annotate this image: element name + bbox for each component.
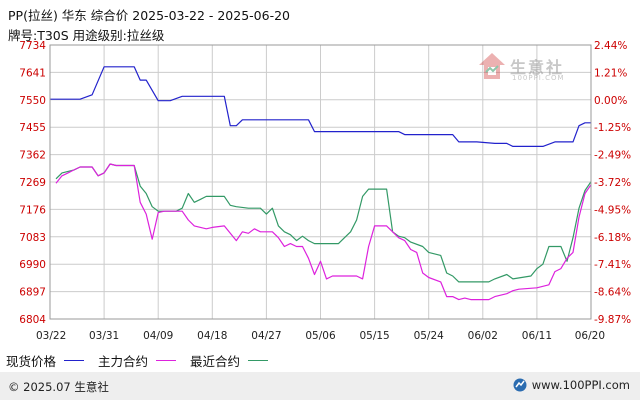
series-line-spot	[50, 66, 591, 147]
y-tick-right: -4.95%	[594, 204, 631, 216]
y-tick-left: 7176	[19, 204, 46, 216]
series-lines	[50, 66, 592, 301]
y-tick-left: 7455	[19, 122, 46, 134]
y-tick-right: -2.49%	[594, 150, 631, 162]
y-tick-right: 0.00%	[594, 95, 627, 107]
legend-swatch-near	[248, 360, 269, 361]
chart-plot: 7734 2.44% 7641 1.21% 7550 0.00% 7455 -1.25% 736…	[19, 40, 631, 342]
legend-item-near: 最近合约	[190, 351, 269, 370]
y-tick-left: 6804	[19, 314, 46, 326]
x-tick-label: 04/09	[143, 330, 173, 342]
y-tick-left: 6990	[19, 259, 46, 271]
watermark-name: 生意社	[510, 58, 565, 77]
x-tick-label: 06/11	[522, 330, 552, 342]
x-tick-label: 05/15	[359, 330, 389, 342]
y-tick-right: -3.72%	[594, 177, 631, 189]
watermark-url: 100PPI.COM	[512, 74, 565, 82]
y-tick-left: 7641	[19, 67, 46, 79]
site-logo-icon	[513, 378, 527, 392]
site-url: www.100PPI.com	[531, 378, 630, 392]
y-tick-left: 7083	[19, 232, 46, 244]
site-link[interactable]: www.100PPI.com	[513, 378, 630, 392]
legend-label-near: 最近合约	[190, 354, 241, 369]
watermark-logo-icon	[479, 53, 505, 79]
x-tick-label: 03/31	[89, 330, 119, 342]
y-tick-left: 6897	[19, 287, 46, 299]
legend-swatch-main	[156, 360, 177, 361]
x-tick-label: 05/06	[305, 330, 336, 342]
x-tick-label: 06/02	[468, 330, 498, 342]
y-tick-right: 1.21%	[594, 67, 627, 79]
y-tick-right: 2.44%	[594, 40, 627, 52]
y-tick-left: 7269	[19, 177, 46, 189]
y-tick-left: 7550	[19, 95, 46, 107]
legend-label-main: 主力合约	[98, 354, 149, 369]
y-tick-right: -1.25%	[594, 122, 631, 134]
y-tick-right: -6.18%	[594, 232, 631, 244]
y-tick-right: -7.41%	[594, 259, 631, 271]
chart-title: PP(拉丝) 华东 综合价 2025-03-22 - 2025-06-20	[8, 8, 290, 23]
series-line-near	[55, 163, 592, 283]
legend-swatch-spot	[64, 360, 85, 361]
x-tick-label: 03/22	[36, 330, 66, 342]
series-line-main	[55, 163, 592, 301]
y-tick-right: -9.87%	[594, 314, 631, 326]
legend-item-main: 主力合约	[98, 351, 177, 370]
plot-frame	[49, 44, 592, 320]
x-tick-label: 06/20	[575, 330, 605, 342]
chart-subtitle: 牌号:T30S 用途级别:拉丝级	[8, 28, 165, 43]
watermark: 生意社 100PPI.COM	[478, 52, 564, 82]
y-tick-left: 7734	[19, 40, 46, 52]
footer-bar: © 2025.07 生意社 www.100PPI.com	[0, 372, 640, 400]
legend-item-spot: 现货价格	[6, 351, 85, 370]
legend: 现货价格 主力合约 最近合约	[6, 351, 282, 370]
y-tick-right: -8.64%	[594, 287, 631, 299]
x-tick-label: 04/18	[197, 330, 227, 342]
copyright-text: © 2025.07 生意社	[8, 380, 109, 394]
axes: 7734 2.44% 7641 1.21% 7550 0.00% 7455 -1.25% 736…	[19, 40, 631, 342]
y-tick-left: 7362	[19, 150, 46, 162]
x-tick-label: 04/27	[251, 330, 281, 342]
legend-label-spot: 现货价格	[6, 354, 57, 369]
gridlines	[49, 44, 592, 320]
x-tick-label: 05/24	[414, 330, 445, 342]
